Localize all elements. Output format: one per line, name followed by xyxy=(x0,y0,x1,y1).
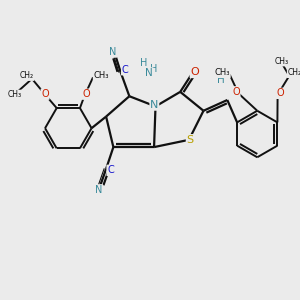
Text: CH₃: CH₃ xyxy=(93,71,109,80)
Text: N: N xyxy=(109,47,116,57)
Text: N: N xyxy=(150,100,158,110)
Text: O: O xyxy=(276,88,284,98)
Text: N: N xyxy=(145,68,153,78)
Text: O: O xyxy=(82,89,90,99)
Text: CH₂: CH₂ xyxy=(20,71,34,80)
Text: C: C xyxy=(107,165,114,175)
Text: O: O xyxy=(190,68,199,77)
Text: O: O xyxy=(41,89,49,99)
Text: S: S xyxy=(187,135,194,145)
Text: CH₃: CH₃ xyxy=(8,90,22,99)
Text: N: N xyxy=(95,185,103,195)
Text: CH₃: CH₃ xyxy=(275,57,289,66)
Text: CH₂: CH₂ xyxy=(287,68,300,77)
Text: H: H xyxy=(140,58,148,68)
Text: CH₃: CH₃ xyxy=(214,68,230,77)
Text: H: H xyxy=(217,75,225,85)
Text: C: C xyxy=(122,65,128,75)
Text: H: H xyxy=(150,64,158,74)
Text: O: O xyxy=(232,87,240,97)
